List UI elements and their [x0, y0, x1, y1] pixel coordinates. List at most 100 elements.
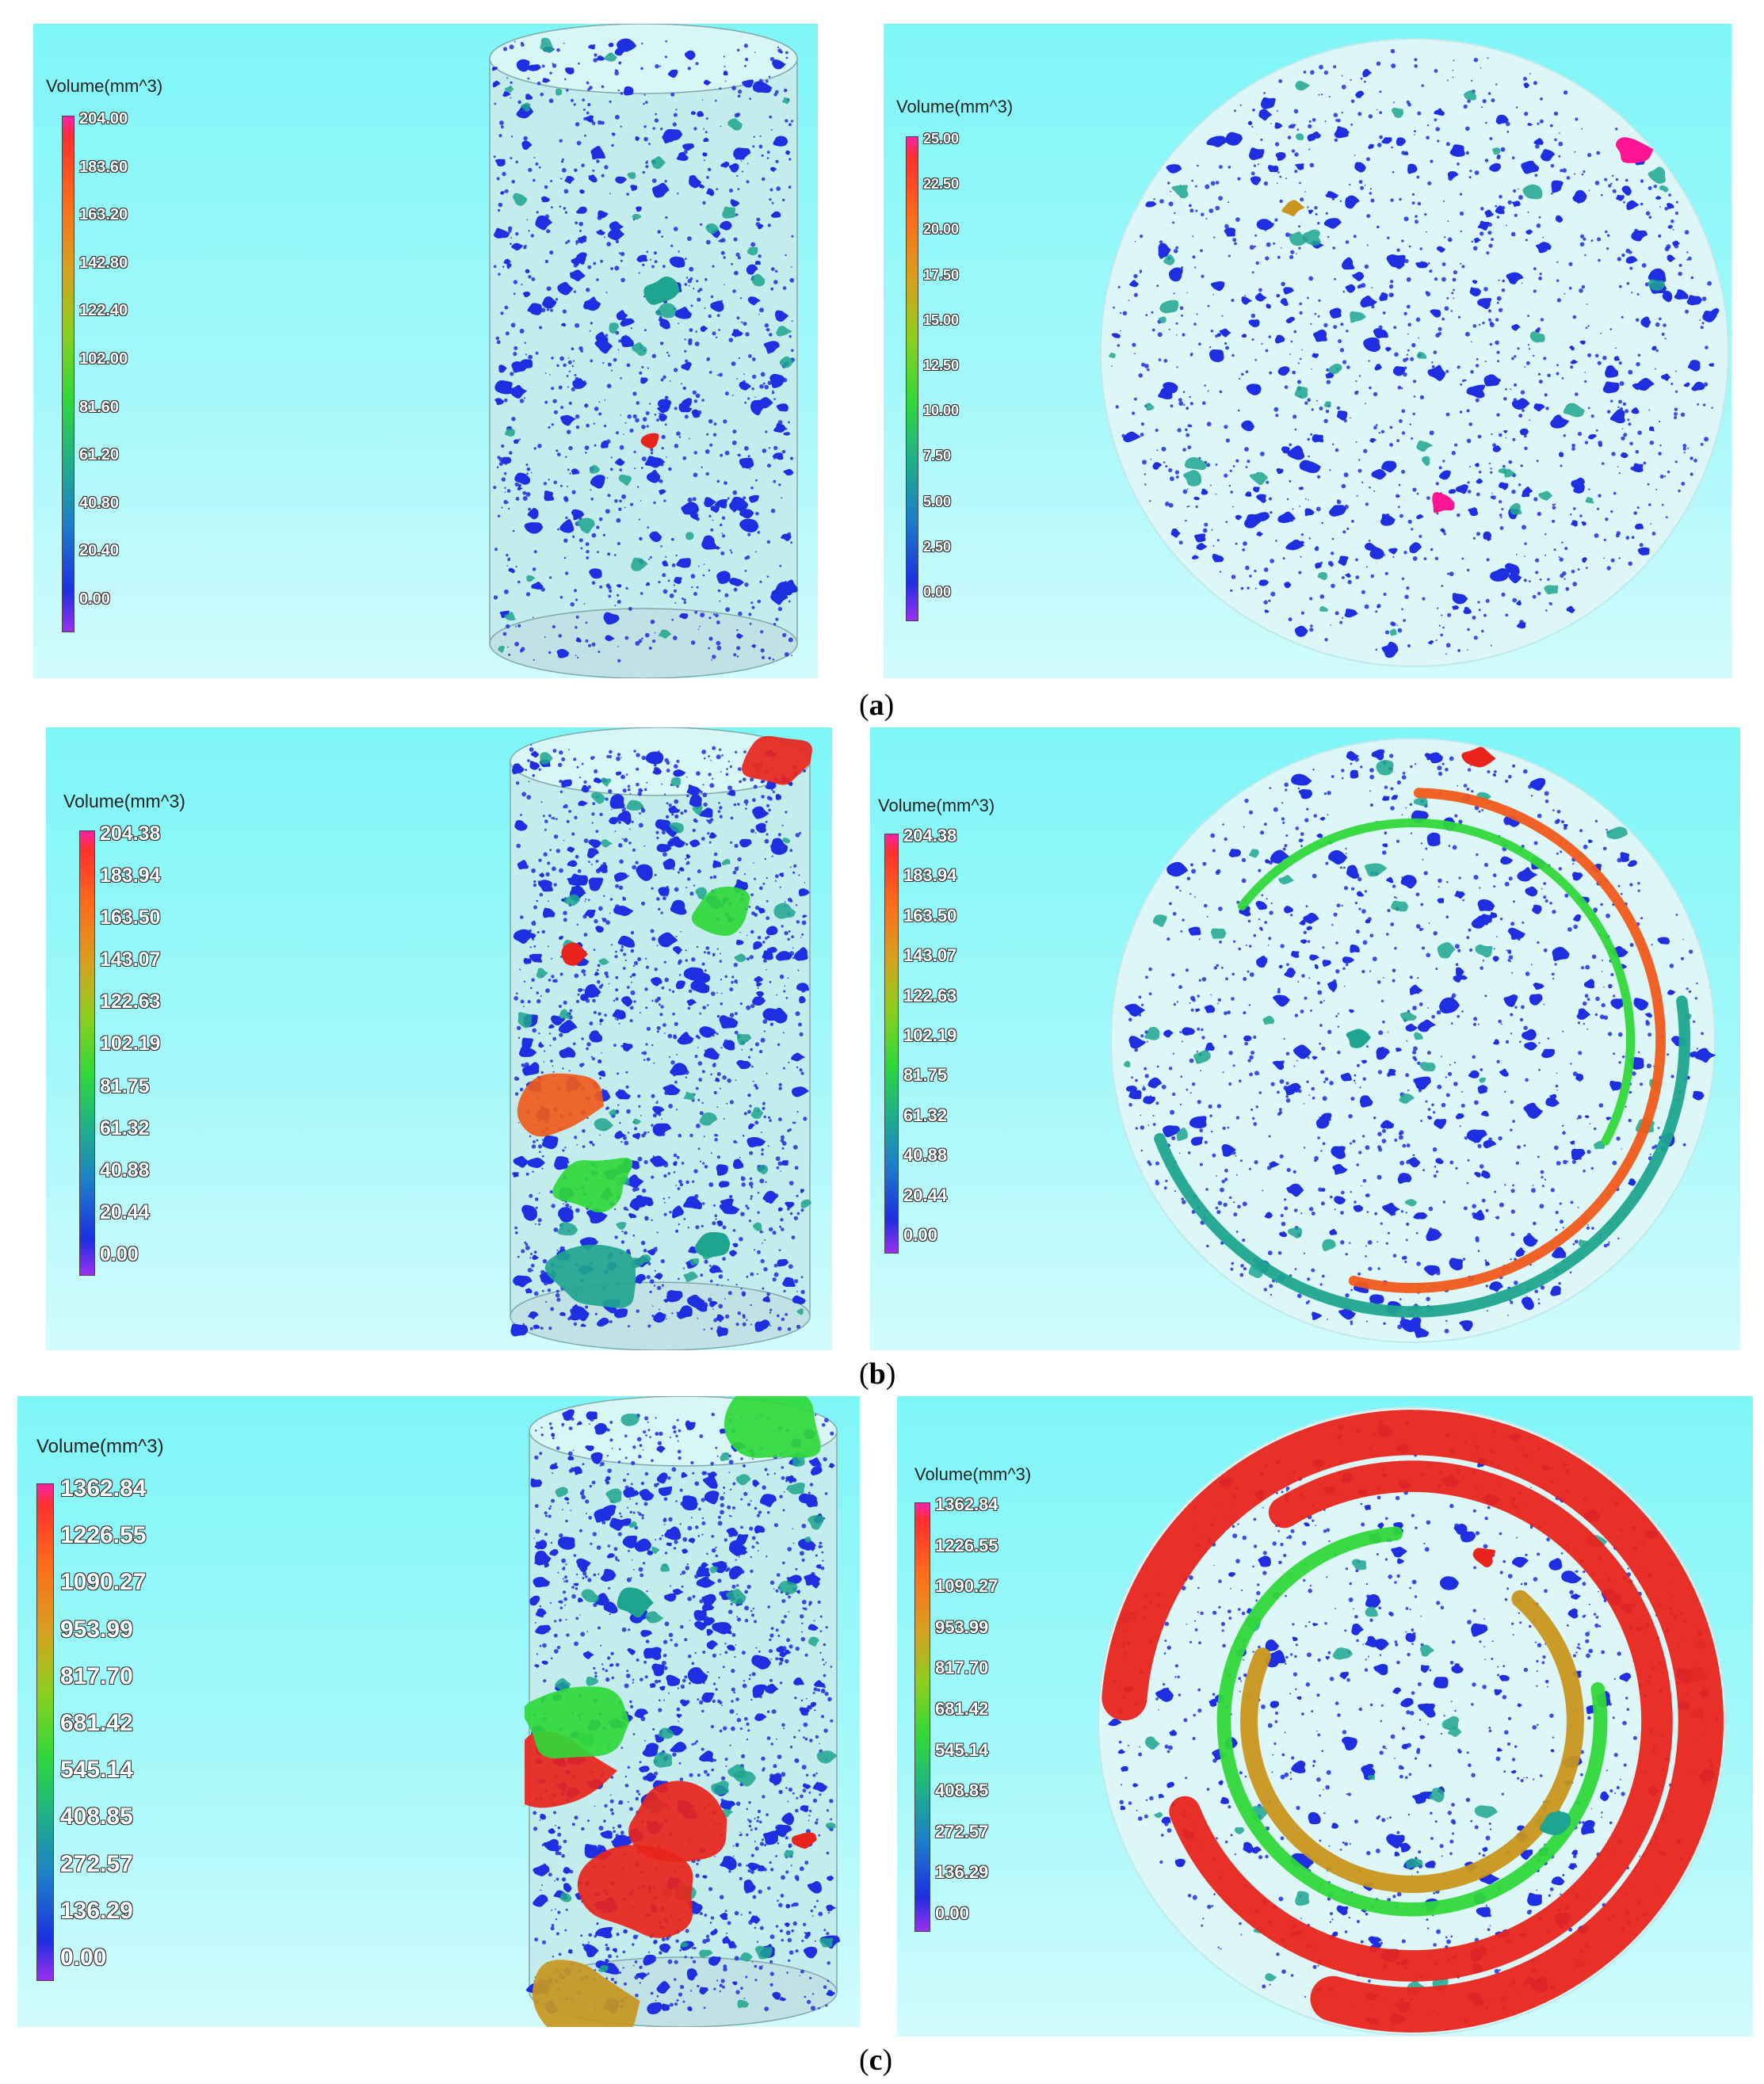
- color-scale-bar: [36, 1483, 54, 1981]
- caption-b: (b): [859, 1357, 896, 1391]
- tick-label: 204.38: [100, 823, 161, 845]
- tick-label: 163.50: [100, 907, 161, 929]
- legend-title: Volume(mm^3): [36, 1436, 164, 1457]
- tick-label: 183.94: [903, 865, 957, 886]
- tick-label: 204.38: [903, 826, 957, 845]
- specimen-top-view-render: [1110, 738, 1716, 1343]
- tick-label: 61.20: [79, 446, 120, 464]
- tick-label: 102.19: [903, 1025, 957, 1045]
- legend: Volume(mm^3) 204.00 183.60 163.20 142.80…: [46, 76, 173, 662]
- color-scale-bar: [914, 1502, 930, 1932]
- caption-a: (a): [859, 689, 895, 722]
- tick-label: 122.63: [100, 990, 161, 1013]
- tick-label: 81.75: [100, 1074, 150, 1097]
- specimen-cylinder-render: [510, 727, 812, 1350]
- panel-b-top-view: Volume(mm^3) 204.38 183.94 163.50 143.07…: [870, 727, 1740, 1350]
- tick-label: 40.80: [79, 494, 120, 512]
- tick-label: 183.60: [79, 158, 128, 176]
- tick-label: 10.00: [923, 403, 960, 419]
- tick-label: 163.50: [903, 905, 957, 926]
- panel-c-top-view: Volume(mm^3) 1362.84 1226.55 1090.27 953…: [897, 1396, 1753, 2036]
- tick-label: 817.70: [60, 1662, 133, 1689]
- tick-label: 0.00: [79, 590, 110, 608]
- color-scale-bar: [79, 830, 95, 1276]
- legend: Volume(mm^3) 1362.84 1226.55 1090.27 953…: [914, 1464, 1041, 2011]
- tick-label: 122.63: [903, 985, 957, 1006]
- specimen-cylinder-render: [525, 1396, 841, 2027]
- tick-label: 0.00: [923, 583, 952, 600]
- caption-a-letter: a: [869, 689, 884, 722]
- caption-c: (c): [859, 2044, 893, 2077]
- tick-label: 40.88: [100, 1158, 150, 1181]
- legend-title: Volume(mm^3): [914, 1464, 1032, 1484]
- tick-labels: 1362.84 1226.55 1090.27 953.99 817.70 68…: [935, 1496, 998, 1922]
- tick-labels: 204.38 183.94 163.50 143.07 122.63 102.1…: [100, 824, 160, 1265]
- tick-label: 22.50: [923, 176, 960, 193]
- tick-label: 0.00: [903, 1224, 937, 1245]
- tick-label: 1226.55: [935, 1535, 998, 1555]
- legend: Volume(mm^3) 25.00 22.50 20.00 17.50 15.…: [896, 97, 1023, 651]
- legend: Volume(mm^3) 204.38 183.94 163.50 143.07…: [878, 796, 1005, 1334]
- tick-label: 61.32: [100, 1116, 150, 1139]
- tick-label: 17.50: [923, 266, 960, 283]
- tick-label: 102.19: [100, 1032, 161, 1055]
- tick-labels: 25.00 22.50 20.00 17.50 15.00 12.50 10.0…: [923, 132, 959, 599]
- tick-label: 142.80: [79, 254, 128, 272]
- tick-label: 122.40: [79, 302, 128, 320]
- tick-label: 681.42: [935, 1698, 989, 1719]
- tick-label: 81.75: [903, 1065, 948, 1086]
- tick-label: 5.00: [923, 493, 952, 510]
- tick-labels: 204.00 183.60 163.20 142.80 122.40 102.0…: [79, 111, 128, 607]
- tick-label: 272.57: [935, 1821, 989, 1842]
- tick-label: 143.07: [903, 945, 957, 966]
- tick-label: 953.99: [60, 1616, 133, 1643]
- legend-title: Volume(mm^3): [63, 791, 185, 811]
- tick-label: 20.44: [100, 1200, 150, 1223]
- tick-label: 12.50: [923, 357, 960, 373]
- specimen-top-view-render: [1098, 1407, 1727, 2036]
- caption-c-letter: c: [869, 2044, 883, 2077]
- legend: Volume(mm^3) 1362.84 1226.55 1090.27 953…: [36, 1436, 195, 2022]
- legend-title: Volume(mm^3): [896, 97, 1014, 116]
- tick-label: 81.60: [79, 398, 120, 416]
- specimen-top-view-render: [1100, 38, 1729, 667]
- color-scale-bar: [62, 116, 74, 632]
- tick-label: 25.00: [923, 131, 960, 147]
- tick-label: 15.00: [923, 311, 960, 328]
- tick-labels: 204.38 183.94 163.50 143.07 122.63 102.1…: [903, 827, 956, 1244]
- caption-b-letter: b: [869, 1357, 886, 1391]
- tick-label: 1226.55: [60, 1522, 147, 1549]
- tick-label: 408.85: [60, 1803, 133, 1830]
- tick-label: 136.29: [935, 1862, 989, 1883]
- tick-label: 1090.27: [935, 1576, 998, 1597]
- tick-label: 0.00: [100, 1242, 139, 1265]
- tick-label: 20.00: [923, 221, 960, 238]
- legend: Volume(mm^3) 204.38 183.94 163.50 143.07…: [63, 791, 206, 1338]
- tick-label: 61.32: [903, 1105, 948, 1125]
- panel-b-cylinder: Volume(mm^3) 204.38 183.94 163.50 143.07…: [46, 727, 832, 1350]
- tick-label: 1090.27: [60, 1569, 147, 1596]
- tick-label: 20.44: [903, 1185, 948, 1205]
- tick-label: 183.94: [100, 865, 161, 887]
- tick-label: 136.29: [60, 1897, 133, 1924]
- tick-label: 204.00: [79, 110, 128, 128]
- tick-label: 545.14: [935, 1739, 989, 1760]
- tick-label: 143.07: [100, 948, 161, 971]
- tick-label: 0.00: [60, 1944, 107, 1971]
- legend-title: Volume(mm^3): [46, 76, 163, 96]
- tick-label: 1362.84: [60, 1475, 147, 1502]
- tick-labels: 1362.84 1226.55 1090.27 953.99 817.70 68…: [60, 1477, 146, 1970]
- specimen-cylinder-render: [489, 24, 798, 678]
- tick-label: 102.00: [79, 349, 128, 368]
- tick-label: 0.00: [935, 1903, 969, 1923]
- tick-label: 2.50: [923, 538, 952, 555]
- tick-label: 817.70: [935, 1658, 989, 1678]
- tick-label: 7.50: [923, 448, 952, 464]
- panel-a-top-view: Volume(mm^3) 25.00 22.50 20.00 17.50 15.…: [884, 24, 1732, 678]
- tick-label: 272.57: [60, 1850, 133, 1877]
- tick-label: 545.14: [60, 1757, 133, 1784]
- tick-label: 20.40: [79, 542, 120, 560]
- tick-label: 163.20: [79, 206, 128, 224]
- panel-c-cylinder: Volume(mm^3) 1362.84 1226.55 1090.27 953…: [17, 1396, 860, 2027]
- tick-label: 40.88: [903, 1145, 948, 1166]
